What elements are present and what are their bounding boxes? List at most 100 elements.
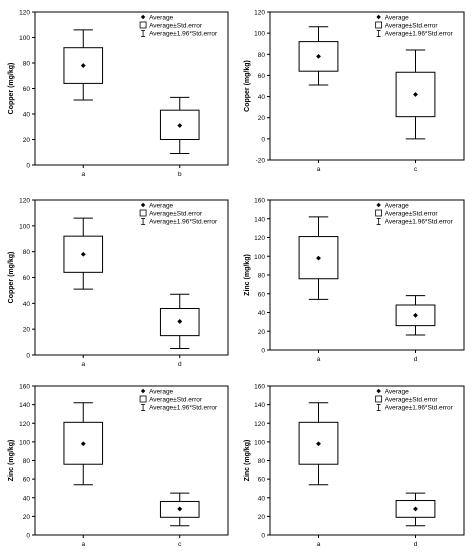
y-tick-label: -20 xyxy=(256,158,266,165)
y-tick-label: 40 xyxy=(258,94,266,101)
legend-mean-icon xyxy=(140,14,146,20)
y-tick-label: 20 xyxy=(23,137,31,144)
y-tick-label: 120 xyxy=(19,10,30,17)
y-tick-label: 40 xyxy=(23,112,31,119)
legend-box-icon xyxy=(139,395,147,403)
y-tick-label: 40 xyxy=(258,495,266,502)
y-axis-label: Copper (mg/kg) xyxy=(8,252,15,304)
y-tick-label: 100 xyxy=(254,439,265,446)
mean-marker xyxy=(177,319,183,324)
y-tick-label: 100 xyxy=(254,31,265,38)
x-tick-label: c xyxy=(414,166,418,173)
y-tick-label: 0 xyxy=(261,533,265,540)
chart-svg: -20 0 20 40 60 80 100 120 Copper (mg/kg) a c Averag… xyxy=(244,10,465,173)
legend-label-average: Average xyxy=(385,203,409,210)
y-tick-label: 0 xyxy=(261,136,265,143)
x-tick-label: b xyxy=(178,171,182,178)
y-tick-label: 160 xyxy=(254,198,265,205)
y-tick-label: 20 xyxy=(258,514,266,521)
x-tick-label: a xyxy=(317,356,321,363)
y-tick-label: 120 xyxy=(19,198,30,205)
y-tick-label: 60 xyxy=(23,86,31,93)
y-tick-label: 100 xyxy=(19,223,30,230)
y-tick-label: 80 xyxy=(23,458,31,465)
y-tick-label: 140 xyxy=(254,402,265,409)
mean-marker xyxy=(80,63,86,68)
legend-label-ci: Average±1.96*Std.error xyxy=(149,219,218,226)
legend-label-std-error: Average±Std.error xyxy=(385,211,439,218)
y-tick-label: 20 xyxy=(258,115,266,122)
legend-label-ci: Average±1.96*Std.error xyxy=(385,31,454,38)
chart-panel-5: 0 20 40 60 80 100 120 140 160 Zinc (mg/kg) a c Avera… xyxy=(2,376,236,550)
y-tick-label: 0 xyxy=(26,163,30,170)
x-tick-label: a xyxy=(317,541,321,548)
x-tick-label: a xyxy=(317,166,321,173)
y-tick-label: 160 xyxy=(19,384,30,391)
y-tick-label: 60 xyxy=(258,291,266,298)
y-tick-label: 60 xyxy=(23,477,31,484)
y-axis-label: Copper (mg/kg) xyxy=(8,63,15,115)
chart-panel-2: -20 0 20 40 60 80 100 120 Copper (mg/kg) a c Averag… xyxy=(238,2,472,180)
y-tick-label: 0 xyxy=(26,533,30,540)
mean-marker xyxy=(80,441,86,447)
legend-mean-icon xyxy=(376,388,381,394)
y-axis-label: Zinc (mg/kg) xyxy=(8,440,15,482)
y-tick-label: 20 xyxy=(23,514,31,521)
y-tick-label: 80 xyxy=(258,52,266,59)
y-tick-label: 40 xyxy=(23,301,31,308)
y-tick-label: 100 xyxy=(254,254,265,261)
y-tick-label: 100 xyxy=(19,439,30,446)
x-tick-label: a xyxy=(81,541,85,548)
legend-label-std-error: Average±Std.error xyxy=(149,211,203,218)
y-tick-label: 80 xyxy=(258,458,266,465)
y-axis-label: Copper (mg/kg) xyxy=(244,60,251,112)
y-tick-label: 60 xyxy=(258,73,266,80)
legend-box-icon xyxy=(375,395,383,403)
legend-label-ci: Average±1.96*Std.error xyxy=(149,31,218,38)
legend-label-std-error: Average±Std.error xyxy=(385,23,439,30)
y-tick-label: 20 xyxy=(23,327,31,334)
y-tick-label: 80 xyxy=(23,249,31,256)
x-tick-label: d xyxy=(414,541,418,548)
x-tick-label: a xyxy=(81,361,85,368)
legend-label-average: Average xyxy=(385,389,409,396)
legend-mean-icon xyxy=(140,388,146,394)
legend-box-icon xyxy=(375,21,383,29)
legend-label-std-error: Average±Std.error xyxy=(149,23,203,30)
y-tick-label: 60 xyxy=(258,477,266,484)
y-tick-label: 0 xyxy=(261,348,265,355)
y-tick-label: 140 xyxy=(19,402,30,409)
chart-svg: 0 20 40 60 80 100 120 140 160 Zinc (mg/kg) a d Avera… xyxy=(244,198,465,363)
y-axis-label: Zinc (mg/kg) xyxy=(244,440,251,482)
y-tick-label: 140 xyxy=(254,216,265,223)
chart-panel-3: 0 20 40 60 80 100 120 Copper (mg/kg) a d Average Av… xyxy=(2,190,236,368)
x-tick-label: c xyxy=(178,541,182,548)
legend-label-average: Average xyxy=(385,15,409,22)
legend-box-icon xyxy=(139,21,147,29)
legend-label-std-error: Average±Std.error xyxy=(149,397,203,404)
y-tick-label: 20 xyxy=(258,329,266,336)
mean-marker xyxy=(80,251,86,257)
y-tick-label: 40 xyxy=(23,495,31,502)
x-tick-label: d xyxy=(178,361,182,368)
legend-label-ci: Average±1.96*Std.error xyxy=(149,405,218,412)
chart-svg: 0 20 40 60 80 100 120 140 160 Zinc (mg/kg) a d Avera… xyxy=(244,384,465,548)
mean-marker xyxy=(177,123,183,128)
y-axis-label: Zinc (mg/kg) xyxy=(244,254,251,296)
chart-panel-4: 0 20 40 60 80 100 120 140 160 Zinc (mg/kg) a d Avera… xyxy=(238,190,472,368)
y-tick-label: 0 xyxy=(26,353,30,360)
y-tick-label: 120 xyxy=(254,421,265,428)
y-tick-label: 40 xyxy=(258,310,266,317)
legend-box-icon xyxy=(139,209,147,217)
y-tick-label: 100 xyxy=(19,35,30,42)
y-tick-label: 80 xyxy=(23,61,31,68)
se-box xyxy=(298,41,339,72)
legend-mean-icon xyxy=(376,202,381,208)
y-tick-label: 80 xyxy=(258,273,266,280)
y-tick-label: 120 xyxy=(254,235,265,242)
legend-label-average: Average xyxy=(149,15,173,22)
chart-panel-6: 0 20 40 60 80 100 120 140 160 Zinc (mg/kg) a d Avera… xyxy=(238,376,472,550)
legend-mean-icon xyxy=(140,202,146,208)
